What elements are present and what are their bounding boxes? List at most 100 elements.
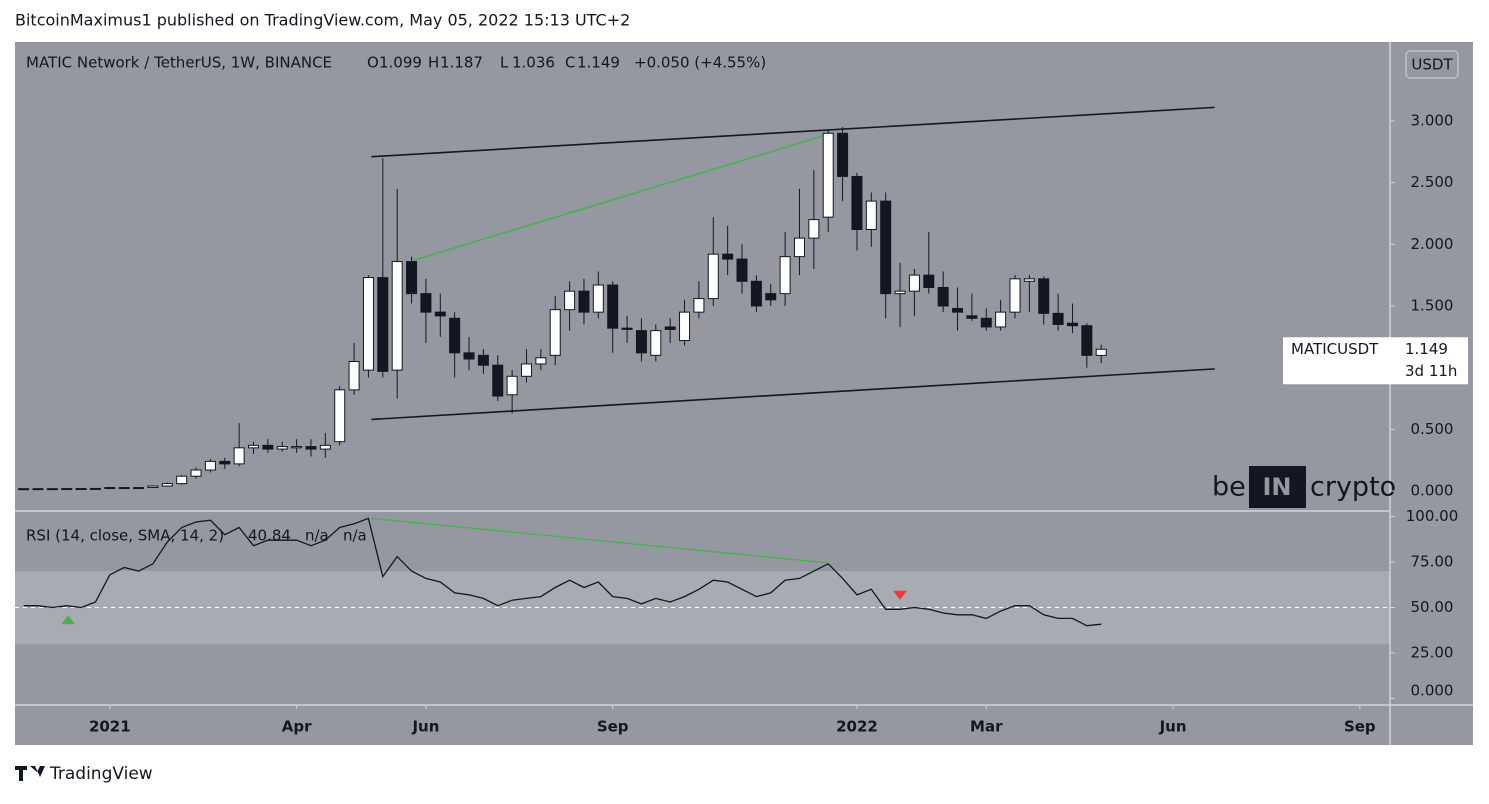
candle-body xyxy=(248,444,260,449)
candle-body xyxy=(1023,278,1035,282)
candle-body xyxy=(923,274,935,288)
candle-body xyxy=(980,317,992,328)
candle-body xyxy=(291,446,303,449)
candle-body xyxy=(46,488,58,491)
candle-body xyxy=(952,307,964,313)
candle-body xyxy=(348,360,360,391)
candle-body xyxy=(966,315,978,319)
candle-body xyxy=(89,487,101,490)
candle-body xyxy=(204,460,216,471)
candle-body xyxy=(233,447,245,465)
symbol-title: MATIC Network / TetherUS, 1W, BINANCE xyxy=(26,54,332,72)
candle-body xyxy=(908,274,920,292)
ohlc-letter: C xyxy=(565,54,575,72)
candle-body xyxy=(750,280,762,307)
watermark: crypto xyxy=(1310,472,1396,503)
candle-body xyxy=(391,261,403,371)
candle-body xyxy=(1066,322,1078,327)
watermark-box xyxy=(1249,466,1306,508)
candle-body xyxy=(822,132,834,218)
rsi-title: RSI (14, close, SMA, 14, 2) xyxy=(26,527,224,545)
candle-body xyxy=(693,298,705,313)
candle-body xyxy=(492,364,504,397)
brand: TradingView xyxy=(49,764,153,784)
candle-body xyxy=(851,175,863,230)
candle-body xyxy=(477,354,489,366)
x-tick-label: Jun xyxy=(1159,718,1187,736)
candle-body xyxy=(793,237,805,258)
candle-body xyxy=(736,258,748,282)
candle-body xyxy=(679,311,691,342)
candle-body xyxy=(506,375,518,396)
currency-label[interactable]: USDT xyxy=(1411,56,1453,74)
rsi-y-tick-label: 25.00 xyxy=(1411,643,1454,661)
watermark: IN xyxy=(1262,473,1291,501)
candle-body xyxy=(578,290,590,313)
candle-body xyxy=(765,293,777,301)
y-tick-label: 3.000 xyxy=(1411,111,1454,129)
candle-body xyxy=(621,327,633,330)
candle-body xyxy=(808,219,820,239)
candle-body xyxy=(133,487,145,490)
candle-body xyxy=(664,326,676,330)
trendline xyxy=(371,106,1215,158)
x-tick-label: Mar xyxy=(970,718,1003,736)
rsi-na: n/a xyxy=(343,527,367,545)
price-label-box xyxy=(1283,337,1468,385)
candle-body xyxy=(75,488,87,491)
ohlc-letter: H xyxy=(428,54,439,72)
x-tick-label: Sep xyxy=(597,718,629,736)
ohlc-value: 1.149 xyxy=(577,54,620,72)
rsi-trendline xyxy=(371,517,829,564)
candle-body xyxy=(1095,348,1107,356)
candle-body xyxy=(779,256,791,295)
price-label-countdown: 3d 11h xyxy=(1405,362,1457,380)
candle-body xyxy=(118,487,130,490)
x-tick-label: Sep xyxy=(1344,718,1376,736)
candle-body xyxy=(434,311,446,317)
candle-body xyxy=(894,290,906,295)
candle-body xyxy=(463,352,475,360)
currency-button[interactable] xyxy=(1405,50,1459,79)
y-tick-label: 2.500 xyxy=(1411,173,1454,191)
candle-body xyxy=(1038,278,1050,314)
ohlc-letter: L xyxy=(500,54,509,72)
candle-body xyxy=(377,277,389,372)
candle-body xyxy=(592,284,604,313)
y-tick-label: 0.000 xyxy=(1411,482,1454,500)
rsi-y-tick-label: 100.00 xyxy=(1406,507,1459,525)
candle-body xyxy=(880,200,892,295)
candle-body xyxy=(420,293,432,313)
candle-body xyxy=(1009,278,1021,313)
rsi-marker xyxy=(893,590,908,600)
candle-body xyxy=(362,277,374,371)
candle-body xyxy=(837,132,849,177)
candle-body xyxy=(564,290,576,311)
rsi-y-tick-label: 75.00 xyxy=(1411,553,1454,571)
candle-body xyxy=(334,389,346,443)
candle-body xyxy=(535,357,547,365)
candle-body xyxy=(262,444,274,450)
x-tick-label: Apr xyxy=(282,718,312,736)
candle-body xyxy=(1052,312,1064,325)
candle-body xyxy=(32,488,44,491)
candle-body xyxy=(190,469,202,477)
candle-body xyxy=(18,488,30,491)
x-tick-label: 2022 xyxy=(836,718,878,736)
watermark: be xyxy=(1212,472,1246,503)
ohlc-letter: O xyxy=(367,54,379,72)
candle-body xyxy=(937,286,949,307)
published-line: BitcoinMaximus1 published on TradingView… xyxy=(15,11,630,30)
candle-body xyxy=(61,488,73,491)
rsi-y-tick-label: 0.000 xyxy=(1411,682,1454,700)
trendline xyxy=(411,133,830,262)
candle-body xyxy=(104,487,116,490)
candle-body xyxy=(276,446,288,450)
candle-body xyxy=(406,261,418,295)
change: +0.050 (+4.55%) xyxy=(634,54,766,72)
x-tick-label: Jun xyxy=(411,718,439,736)
ohlc-value: 1.099 xyxy=(379,54,422,72)
rsi-y-tick-label: 50.00 xyxy=(1411,598,1454,616)
candle-body xyxy=(449,317,461,354)
